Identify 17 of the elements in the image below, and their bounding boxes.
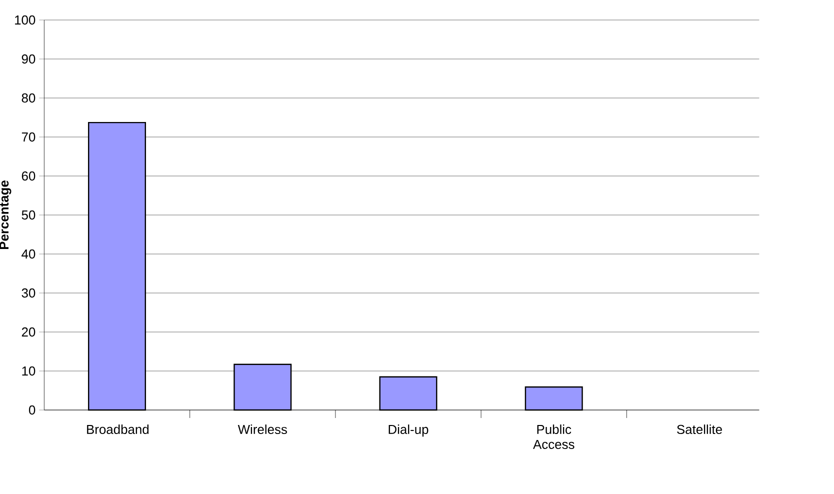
y-tick-label: 40 xyxy=(22,249,36,259)
y-tick-label: 50 xyxy=(22,210,36,220)
x-tick-label: Public Access xyxy=(533,424,574,449)
y-tick-label: 60 xyxy=(22,171,36,181)
x-tick-label: Wireless xyxy=(238,424,287,434)
y-tick-label: 80 xyxy=(22,93,36,103)
x-tick-label: Satellite xyxy=(677,424,722,434)
y-tick-label: 70 xyxy=(22,132,36,142)
y-tick-label: 30 xyxy=(22,288,36,298)
y-tick-label: 10 xyxy=(22,366,36,376)
y-axis-title: Percentage xyxy=(0,180,12,250)
x-tick-label: Dial-up xyxy=(388,424,428,437)
y-tick-label: 90 xyxy=(22,54,36,64)
y-tick-label: 20 xyxy=(22,327,36,337)
y-tick-label: 100 xyxy=(15,15,36,25)
y-tick-label: 0 xyxy=(28,405,36,415)
x-tick-label: Broadband xyxy=(87,424,149,434)
